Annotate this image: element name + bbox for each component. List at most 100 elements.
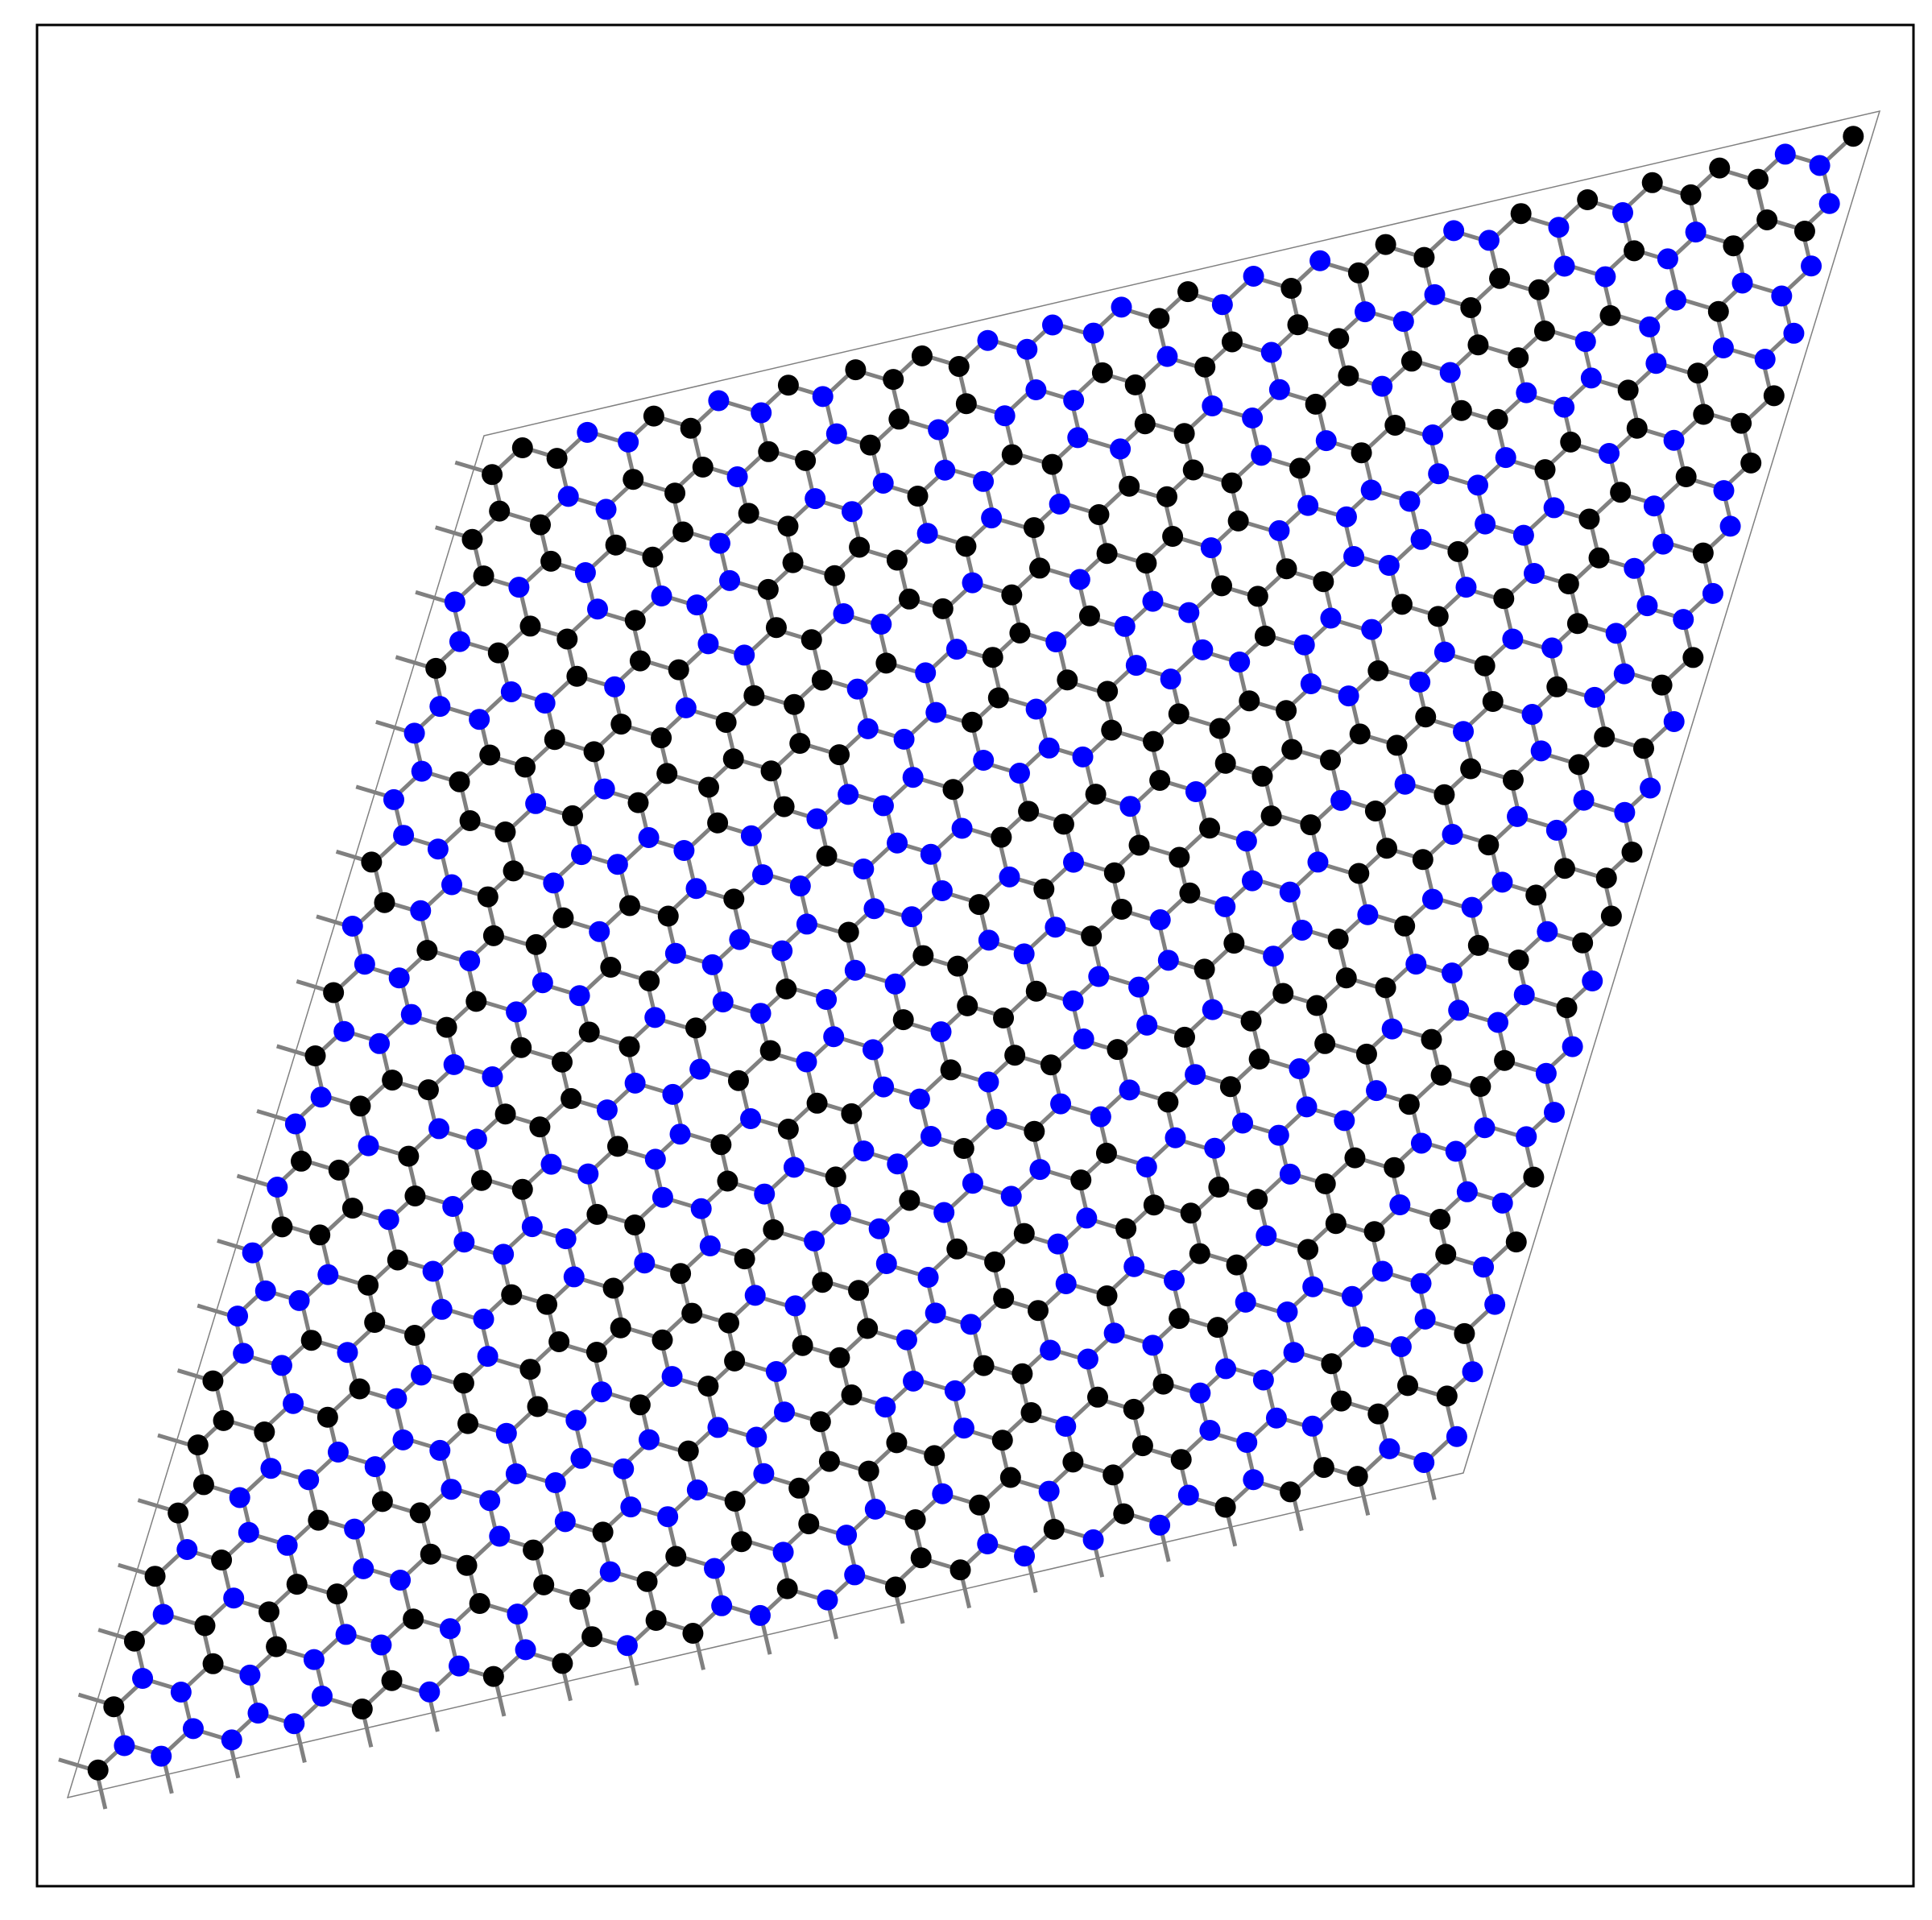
atom	[1013, 1223, 1035, 1244]
atom	[1546, 676, 1568, 697]
atom	[1211, 575, 1232, 597]
atom	[374, 892, 395, 913]
atom	[624, 1072, 646, 1094]
atom	[875, 652, 897, 674]
atom	[1349, 723, 1371, 745]
atom	[410, 900, 432, 921]
atom	[1306, 995, 1328, 1016]
atom	[1600, 905, 1622, 927]
atom	[1251, 765, 1273, 787]
atom	[561, 1088, 582, 1110]
atom	[1040, 1054, 1061, 1076]
atom	[1435, 1243, 1457, 1265]
atom	[1508, 949, 1529, 970]
atom	[540, 1153, 562, 1175]
atom	[1530, 740, 1552, 762]
atom	[1394, 915, 1416, 937]
atom	[1148, 308, 1170, 329]
atom	[953, 1417, 974, 1439]
atom	[717, 1170, 738, 1192]
atom	[795, 449, 817, 471]
atom	[1276, 558, 1297, 580]
atom	[403, 722, 425, 744]
atom	[798, 1513, 820, 1535]
atom	[1663, 429, 1685, 451]
atom	[1456, 1181, 1478, 1202]
atom	[1143, 1194, 1165, 1216]
atom	[1168, 703, 1189, 725]
atom	[1572, 932, 1594, 954]
atom	[431, 1298, 453, 1320]
atom	[1165, 1127, 1186, 1148]
atom	[1023, 517, 1045, 539]
atom	[1818, 192, 1840, 214]
atom	[1428, 463, 1450, 485]
atom	[1588, 547, 1610, 569]
atom	[1128, 834, 1150, 856]
atom	[495, 1422, 517, 1444]
atom	[1433, 784, 1455, 805]
atom	[420, 1543, 441, 1565]
atom	[570, 1447, 592, 1469]
atom	[1289, 1058, 1310, 1080]
atom	[1142, 1334, 1164, 1356]
atom	[844, 959, 866, 981]
atom	[620, 1496, 642, 1518]
atom	[758, 441, 780, 462]
atom	[390, 1569, 412, 1591]
atom	[984, 1251, 1006, 1272]
atom	[1302, 1276, 1324, 1297]
atom	[1413, 246, 1435, 268]
atom	[1050, 1093, 1072, 1115]
atom	[1429, 1209, 1451, 1231]
atom	[903, 1370, 925, 1392]
atom	[1793, 221, 1815, 242]
atom	[1179, 882, 1201, 904]
atom	[1443, 220, 1465, 242]
atom	[1078, 605, 1100, 627]
atom	[378, 1209, 399, 1231]
atom	[634, 1252, 656, 1274]
atom	[543, 872, 565, 894]
atom	[973, 1355, 995, 1376]
atom	[1413, 1451, 1435, 1473]
atom	[816, 989, 838, 1010]
atom	[1682, 647, 1704, 668]
atom	[924, 1445, 945, 1467]
atom	[863, 1039, 883, 1061]
atom	[1357, 904, 1379, 925]
atom	[1000, 1186, 1022, 1207]
atom	[1367, 1403, 1389, 1425]
atom	[796, 1051, 817, 1073]
atom	[1516, 382, 1537, 403]
atom	[596, 1099, 618, 1121]
atom	[599, 1561, 621, 1583]
atom	[875, 1253, 897, 1274]
atom	[364, 1312, 386, 1333]
atom	[530, 514, 551, 536]
atom	[1516, 1126, 1537, 1148]
atom	[1553, 255, 1575, 277]
atom	[712, 991, 734, 1013]
atom	[506, 1001, 527, 1023]
atom	[1719, 515, 1741, 537]
atom	[1260, 341, 1282, 363]
atom	[1545, 819, 1567, 841]
atom	[1004, 1045, 1026, 1066]
atom	[1562, 1036, 1583, 1057]
atom	[863, 898, 885, 920]
atom	[1113, 1503, 1135, 1525]
atom	[1645, 353, 1667, 374]
atom	[1014, 1546, 1036, 1567]
atom	[709, 532, 730, 554]
atom	[493, 1243, 515, 1265]
atom	[534, 693, 556, 714]
atom	[333, 1020, 355, 1042]
atom	[482, 1666, 504, 1687]
atom	[1386, 734, 1408, 756]
atom	[1621, 842, 1643, 863]
atom	[796, 913, 817, 935]
atom	[783, 1157, 805, 1178]
atom	[1599, 304, 1621, 326]
atom	[1206, 1317, 1228, 1339]
